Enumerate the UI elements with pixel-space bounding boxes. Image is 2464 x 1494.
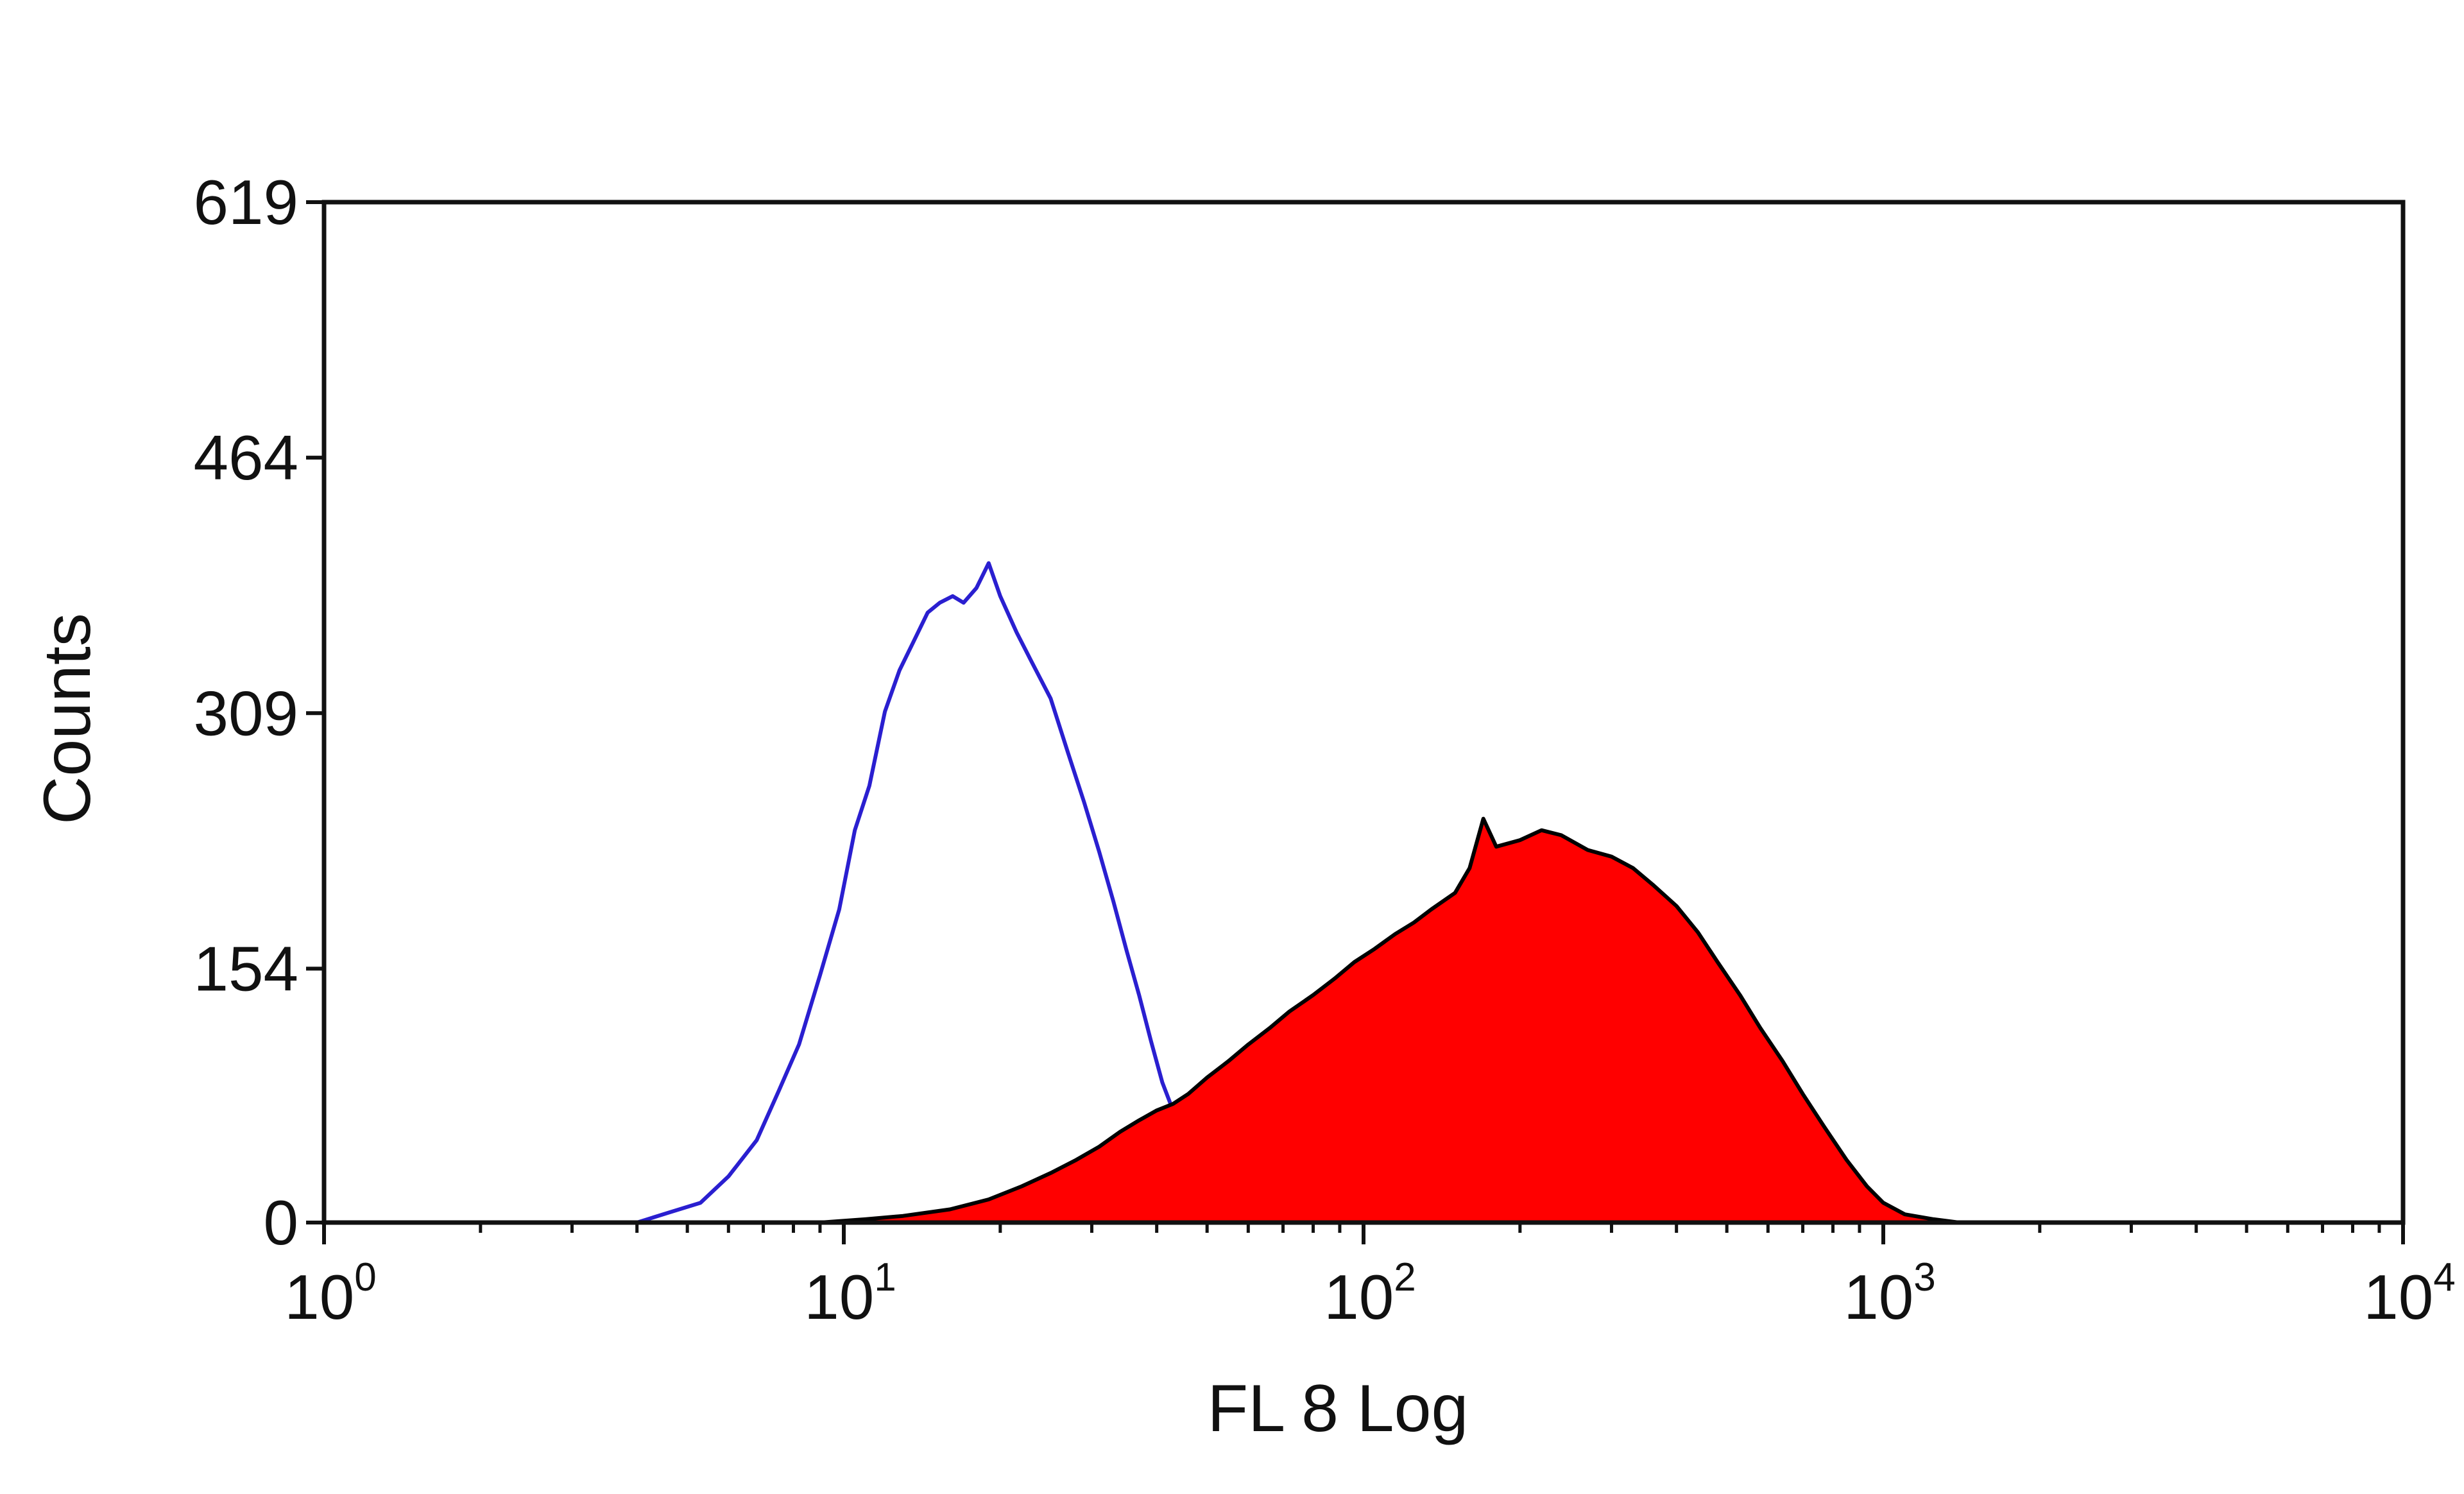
y-tick-label: 464	[193, 422, 298, 493]
x-tick-label: 100	[284, 1255, 377, 1332]
y-axis-title: Counts	[30, 613, 105, 825]
series-layer	[636, 561, 1960, 1224]
series-1-fill	[819, 818, 1960, 1223]
x-tick-label: 102	[1324, 1255, 1416, 1332]
x-axis: 100 101 102 103 104	[284, 1223, 2456, 1332]
y-tick-label: 154	[193, 933, 298, 1004]
x-tick-label: 103	[1844, 1255, 1936, 1332]
y-axis: 0 154 309 464 619	[193, 167, 324, 1258]
y-tick-label: 309	[193, 678, 298, 748]
x-axis-title: FL 8 Log	[1208, 1371, 1469, 1446]
x-tick-label: 104	[2363, 1255, 2456, 1332]
y-tick-label: 619	[193, 167, 298, 237]
x-tick-label: 101	[804, 1255, 896, 1332]
series-1-outline	[819, 816, 1960, 1224]
y-tick-label: 0	[263, 1187, 298, 1258]
